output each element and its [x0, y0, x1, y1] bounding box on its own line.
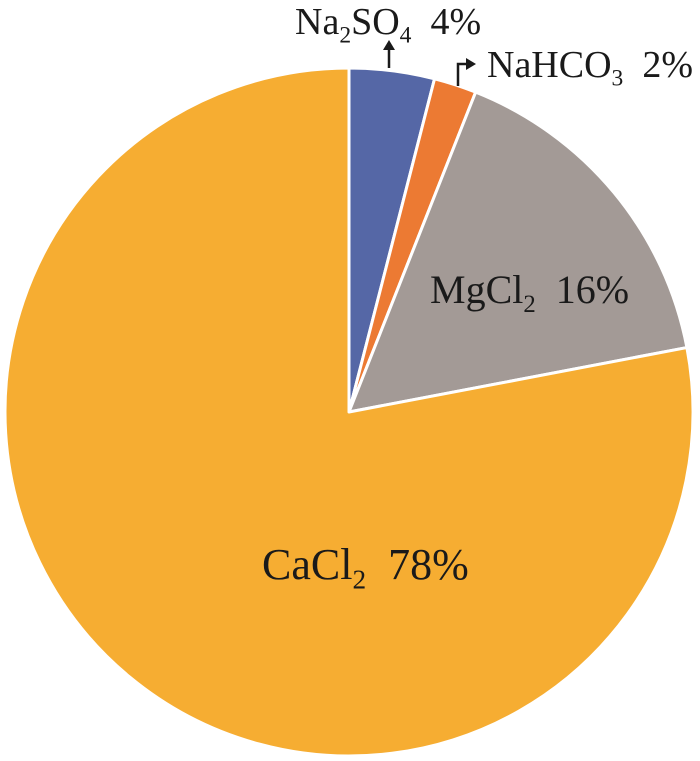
slice-label-na2so4: Na2SO4 4% — [295, 1, 481, 48]
leader-arrowhead-2 — [466, 58, 476, 70]
slice-label-cacl2: CaCl2 78% — [262, 540, 469, 595]
pie-slices — [5, 68, 693, 756]
slice-label-nahco3: NaHCO3 2% — [487, 44, 693, 91]
